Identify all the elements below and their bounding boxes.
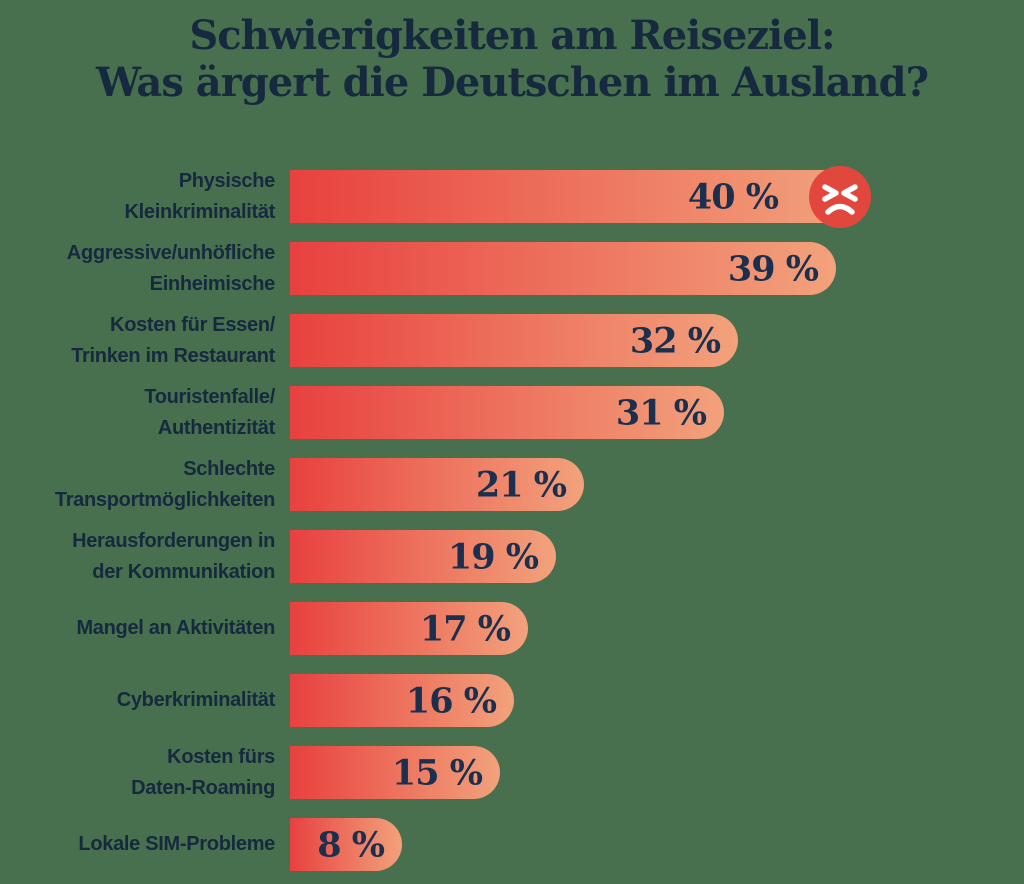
- value-label: 19 %: [447, 536, 539, 577]
- bar: 8 %: [290, 818, 402, 871]
- category-label-line: Transportmöglichkeiten: [54, 488, 275, 511]
- category-label-line: Kleinkriminalität: [124, 200, 276, 223]
- category-label-line: Cyberkriminalität: [116, 689, 276, 711]
- category-label-line: Herausforderungen in: [72, 529, 275, 552]
- category-label-line: Touristenfalle/: [144, 385, 275, 408]
- category-label: Kosten für Essen/Trinken im Restaurant: [0, 310, 290, 372]
- category-label-line: der Kommunikation: [92, 560, 275, 583]
- category-label: Cyberkriminalität: [0, 685, 290, 716]
- category-label-line: Aggressive/unhöfliche: [66, 241, 276, 264]
- category-label-line: Mangel an Aktivitäten: [76, 617, 275, 639]
- bar: 39 %: [290, 242, 836, 295]
- category-label-line: Physische: [178, 169, 276, 192]
- bar-row: Schlechte Transportmöglichkeiten 21 %: [0, 458, 1024, 511]
- value-label: 15 %: [391, 752, 483, 793]
- bar-row: Mangel an Aktivitäten 17 %: [0, 602, 1024, 655]
- bar-row: Touristenfalle/Authentizität 31 %: [0, 386, 1024, 439]
- value-label: 17 %: [419, 608, 511, 649]
- category-label-line: Einheimische: [149, 272, 276, 295]
- category-label: Physische Kleinkriminalität: [0, 166, 290, 228]
- bar-row: Herausforderungen in der Kommunikation 19 …: [0, 530, 1024, 583]
- category-label-line: Kosten fürs: [167, 745, 275, 768]
- bar-row: Kosten für Essen/Trinken im Restaurant 32…: [0, 314, 1024, 367]
- bar: 32 %: [290, 314, 738, 367]
- value-label: 40 %: [687, 176, 779, 217]
- bar: 31 %: [290, 386, 724, 439]
- category-label: Herausforderungen in der Kommunikation: [0, 526, 290, 588]
- category-label-line: Daten-Roaming: [131, 776, 275, 799]
- category-label: Mangel an Aktivitäten: [0, 613, 290, 644]
- category-label: Aggressive/unhöfliche Einheimische: [0, 238, 290, 300]
- bar-row: Kosten fürs Daten-Roaming 15 %: [0, 746, 1024, 799]
- category-label-line: Trinken im Restaurant: [71, 344, 275, 367]
- angry-face-icon: [809, 165, 871, 228]
- bar-row: Physische Kleinkriminalität 40 %: [0, 165, 1024, 228]
- category-label: Schlechte Transportmöglichkeiten: [0, 454, 290, 516]
- value-label: 32 %: [629, 320, 721, 361]
- bar-row: Lokale SIM-Probleme 8 %: [0, 818, 1024, 871]
- value-label: 21 %: [475, 464, 567, 505]
- bar: 19 %: [290, 530, 556, 583]
- category-label-line: Schlechte: [183, 457, 275, 480]
- bar-row: Aggressive/unhöfliche Einheimische 39 %: [0, 242, 1024, 295]
- value-label: 39 %: [727, 248, 819, 289]
- bar: 21 %: [290, 458, 584, 511]
- chart-title-line1: Schwierigkeiten am Reiseziel:: [189, 12, 835, 59]
- chart-title: Schwierigkeiten am Reiseziel: Was ärgert …: [0, 12, 1024, 106]
- category-label-line: Lokale SIM-Probleme: [78, 833, 275, 855]
- bar: 17 %: [290, 602, 528, 655]
- bar: 15 %: [290, 746, 500, 799]
- category-label-line: Authentizität: [157, 416, 276, 439]
- category-label-line: Kosten für Essen/: [110, 313, 275, 336]
- bar: 40 %: [290, 165, 871, 228]
- bar-chart: Physische Kleinkriminalität 40 % Aggressive…: [0, 165, 1024, 884]
- chart-title-line2: Was ärgert die Deutschen im Ausland?: [95, 59, 929, 106]
- value-label: 8 %: [317, 824, 385, 865]
- bar: 16 %: [290, 674, 514, 727]
- category-label: Kosten fürs Daten-Roaming: [0, 742, 290, 804]
- value-label: 16 %: [405, 680, 497, 721]
- bar-row: Cyberkriminalität 16 %: [0, 674, 1024, 727]
- value-label: 31 %: [615, 392, 707, 433]
- category-label: Lokale SIM-Probleme: [0, 829, 290, 860]
- category-label: Touristenfalle/Authentizität: [0, 382, 290, 444]
